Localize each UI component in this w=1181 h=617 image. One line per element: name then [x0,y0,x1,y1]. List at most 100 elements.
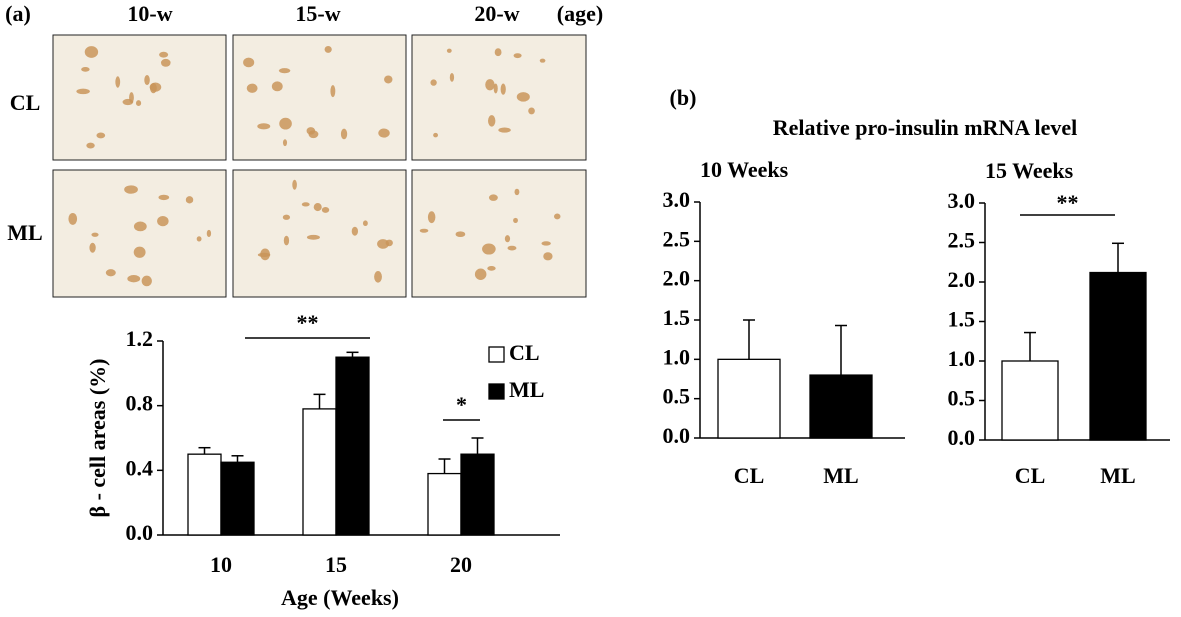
y-tick-label: 0.5 [663,384,691,409]
islet [427,211,436,224]
islet [159,51,169,58]
bar [460,453,495,536]
islet [127,275,141,283]
islet [543,252,553,261]
islet [124,185,138,194]
islet [135,100,142,107]
x-tick-label: 10 [210,552,232,577]
y-tick-label: 2.5 [663,226,691,251]
islet [91,232,99,237]
islet [68,212,78,225]
islet [84,46,99,58]
islet [282,214,291,220]
chart-title: 10 Weeks [700,157,789,182]
islet [133,221,147,232]
bar [187,453,222,536]
islet [541,241,551,246]
x-tick-label: 20 [450,552,472,577]
islet [271,81,283,92]
islet [528,107,535,115]
islet [105,269,116,277]
chart-title: 15 Weeks [985,158,1074,183]
islet [514,188,520,196]
islet [494,48,502,57]
islet [278,68,291,74]
islet [539,58,546,63]
islet [504,235,511,243]
islet [308,130,319,139]
y-tick-label: 2.5 [948,228,976,253]
islet [321,206,330,213]
islet [419,228,429,233]
y-tick-label: 0.0 [663,423,691,448]
x-tick-label: ML [823,463,858,488]
legend-label: CL [509,340,540,365]
bar [220,461,255,536]
islet [306,234,320,240]
column-label: 20-w [474,1,519,26]
islet [185,196,194,204]
islet [96,132,106,139]
islet [158,194,170,201]
x-tick-label: ML [1100,463,1135,488]
islet [160,58,171,67]
islet [81,67,90,72]
significance-label: ** [1057,190,1079,215]
column-label: 10-w [127,1,172,26]
y-tick-label: 3.0 [663,187,691,212]
islet [283,235,290,246]
islet [89,242,96,253]
islet [482,243,496,255]
row-label: ML [7,220,42,245]
islet [385,239,393,247]
islet [488,115,496,127]
y-tick-label: 0.5 [948,386,976,411]
islet [313,203,322,212]
islet [76,88,90,95]
bar [427,472,462,536]
x-tick-label: 15 [325,552,347,577]
x-tick-label: CL [1015,463,1046,488]
islet [487,266,496,271]
y-tick-label: 2.0 [663,266,691,291]
islet [554,213,561,220]
islet [196,236,202,242]
bar [1089,271,1147,441]
islet [243,57,255,68]
islet [144,74,150,86]
islet [149,82,162,92]
islet [260,248,271,261]
islet [513,53,522,59]
islet [513,217,518,223]
x-tick-label: CL [734,463,765,488]
bar [717,358,781,439]
islet [282,139,288,147]
bar [809,374,873,439]
panel-label: (a) [5,1,31,26]
islet [449,73,455,82]
islet [378,128,390,138]
islet [488,194,498,201]
legend-label: ML [509,377,544,402]
islet [115,76,121,88]
islet [141,275,152,287]
y-tick-label: 3.0 [948,188,976,213]
row-label: CL [10,90,41,115]
islet [500,83,506,95]
islet [301,202,310,207]
islet [133,246,146,258]
bar [1001,360,1059,441]
bar [335,356,370,536]
islet [279,117,292,130]
islet [86,142,95,149]
islet [498,127,511,133]
islet [455,231,466,238]
islet [507,245,517,251]
y-tick-label: 1.2 [126,326,154,351]
islet [330,85,336,98]
islet [157,216,169,227]
islet [430,79,437,86]
islet [340,128,348,140]
significance-label: ** [297,310,319,335]
legend-swatch [488,383,505,400]
